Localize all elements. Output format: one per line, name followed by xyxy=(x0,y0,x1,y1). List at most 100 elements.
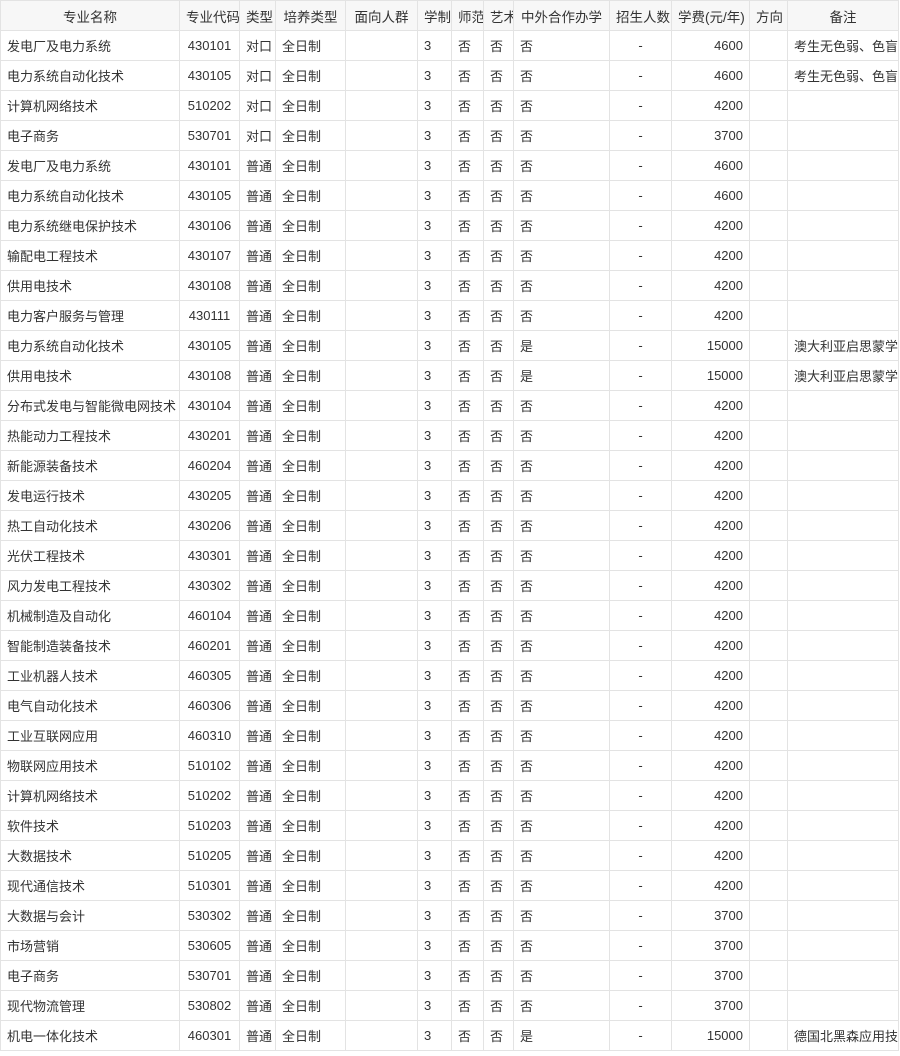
cell-enrollment-count: - xyxy=(609,240,672,271)
cell-major-code: 460305 xyxy=(179,660,240,691)
cell-training-type: 全日制 xyxy=(275,630,346,661)
cell-type: 普通 xyxy=(239,990,276,1021)
cell-remarks xyxy=(787,960,899,991)
cell-normal-education: 否 xyxy=(451,750,484,781)
cell-type: 普通 xyxy=(239,720,276,751)
cell-tuition: 4200 xyxy=(671,720,750,751)
cell-remarks xyxy=(787,660,899,691)
table-row: 物联网应用技术 510102 普通 全日制 3 否否否 -4200 xyxy=(0,750,899,781)
cell-enrollment-count: - xyxy=(609,990,672,1021)
cell-target-group xyxy=(345,780,418,811)
table-row: 发电厂及电力系统 430101 对口 全日制 3 否否否 -4600 考生无色弱、色盲 xyxy=(0,30,899,61)
cell-normal-education: 否 xyxy=(451,90,484,121)
cell-art: 否 xyxy=(483,360,514,391)
cell-joint-program: 是 xyxy=(513,1020,610,1051)
cell-normal-education: 否 xyxy=(451,450,484,481)
cell-normal-education: 否 xyxy=(451,690,484,721)
cell-direction xyxy=(749,570,788,601)
cell-major-code: 430105 xyxy=(179,180,240,211)
cell-enrollment-count: - xyxy=(609,840,672,871)
cell-enrollment-count: - xyxy=(609,270,672,301)
table-row: 工业互联网应用 460310 普通 全日制 3 否否否 -4200 xyxy=(0,720,899,751)
cell-enrollment-count: - xyxy=(609,180,672,211)
cell-major-name: 计算机网络技术 xyxy=(0,780,180,811)
cell-joint-program: 否 xyxy=(513,120,610,151)
table-row: 机械制造及自动化 460104 普通 全日制 3 否否否 -4200 xyxy=(0,600,899,631)
cell-joint-program: 否 xyxy=(513,480,610,511)
cell-major-name: 大数据与会计 xyxy=(0,900,180,931)
cell-duration: 3 xyxy=(417,240,452,271)
cell-training-type: 全日制 xyxy=(275,1020,346,1051)
column-header-remarks: 备注 xyxy=(787,0,899,31)
cell-joint-program: 否 xyxy=(513,450,610,481)
table-row: 输配电工程技术 430107 普通 全日制 3 否否否 -4200 xyxy=(0,240,899,271)
cell-enrollment-count: - xyxy=(609,630,672,661)
cell-type: 普通 xyxy=(239,840,276,871)
cell-enrollment-count: - xyxy=(609,450,672,481)
cell-training-type: 全日制 xyxy=(275,810,346,841)
cell-art: 否 xyxy=(483,540,514,571)
cell-joint-program: 否 xyxy=(513,60,610,91)
cell-joint-program: 否 xyxy=(513,390,610,421)
cell-joint-program: 否 xyxy=(513,180,610,211)
cell-art: 否 xyxy=(483,570,514,601)
cell-joint-program: 否 xyxy=(513,600,610,631)
cell-duration: 3 xyxy=(417,930,452,961)
cell-duration: 3 xyxy=(417,540,452,571)
cell-duration: 3 xyxy=(417,360,452,391)
cell-art: 否 xyxy=(483,780,514,811)
cell-normal-education: 否 xyxy=(451,930,484,961)
cell-duration: 3 xyxy=(417,630,452,661)
cell-major-code: 430107 xyxy=(179,240,240,271)
cell-joint-program: 否 xyxy=(513,720,610,751)
cell-major-name: 大数据技术 xyxy=(0,840,180,871)
table-row: 风力发电工程技术 430302 普通 全日制 3 否否否 -4200 xyxy=(0,570,899,601)
cell-training-type: 全日制 xyxy=(275,270,346,301)
cell-major-code: 430101 xyxy=(179,150,240,181)
table-row: 电子商务 530701 普通 全日制 3 否否否 -3700 xyxy=(0,960,899,991)
cell-direction xyxy=(749,150,788,181)
cell-training-type: 全日制 xyxy=(275,360,346,391)
cell-type: 普通 xyxy=(239,540,276,571)
cell-tuition: 4200 xyxy=(671,420,750,451)
cell-major-code: 430106 xyxy=(179,210,240,241)
cell-art: 否 xyxy=(483,270,514,301)
cell-remarks: 考生无色弱、色盲 xyxy=(787,60,899,91)
cell-major-name: 电子商务 xyxy=(0,120,180,151)
cell-remarks xyxy=(787,120,899,151)
table-row: 大数据与会计 530302 普通 全日制 3 否否否 -3700 xyxy=(0,900,899,931)
cell-target-group xyxy=(345,390,418,421)
cell-tuition: 4600 xyxy=(671,150,750,181)
cell-art: 否 xyxy=(483,960,514,991)
cell-joint-program: 否 xyxy=(513,240,610,271)
cell-enrollment-count: - xyxy=(609,420,672,451)
cell-remarks xyxy=(787,150,899,181)
column-header-major-code: 专业代码 xyxy=(179,0,240,31)
cell-type: 普通 xyxy=(239,750,276,781)
cell-target-group xyxy=(345,810,418,841)
cell-training-type: 全日制 xyxy=(275,780,346,811)
cell-training-type: 全日制 xyxy=(275,210,346,241)
cell-joint-program: 是 xyxy=(513,330,610,361)
column-header-tuition: 学费(元/年) xyxy=(671,0,750,31)
column-header-major-name: 专业名称 xyxy=(0,0,180,31)
column-header-direction: 方向 xyxy=(749,0,788,31)
cell-art: 否 xyxy=(483,150,514,181)
cell-type: 普通 xyxy=(239,1020,276,1051)
cell-enrollment-count: - xyxy=(609,210,672,241)
cell-joint-program: 否 xyxy=(513,840,610,871)
cell-art: 否 xyxy=(483,300,514,331)
cell-type: 普通 xyxy=(239,900,276,931)
cell-normal-education: 否 xyxy=(451,870,484,901)
cell-direction xyxy=(749,840,788,871)
cell-enrollment-count: - xyxy=(609,330,672,361)
cell-tuition: 4200 xyxy=(671,300,750,331)
cell-joint-program: 否 xyxy=(513,900,610,931)
cell-training-type: 全日制 xyxy=(275,720,346,751)
cell-enrollment-count: - xyxy=(609,930,672,961)
cell-normal-education: 否 xyxy=(451,30,484,61)
cell-enrollment-count: - xyxy=(609,900,672,931)
cell-enrollment-count: - xyxy=(609,90,672,121)
cell-art: 否 xyxy=(483,720,514,751)
